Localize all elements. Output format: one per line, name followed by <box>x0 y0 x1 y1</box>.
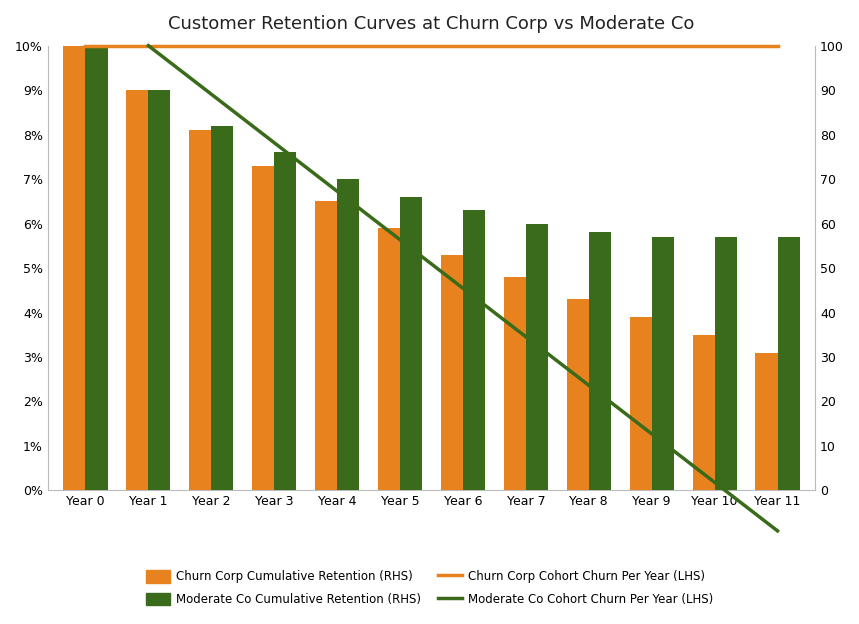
Bar <box>189 130 211 490</box>
Legend: Churn Corp Cumulative Retention (RHS), Moderate Co Cumulative Retention (RHS), C: Churn Corp Cumulative Retention (RHS), M… <box>140 565 719 612</box>
Bar <box>756 353 777 490</box>
Bar <box>777 237 800 490</box>
Bar <box>567 299 588 490</box>
Bar <box>337 179 359 490</box>
Bar <box>211 125 234 490</box>
Bar <box>692 334 715 490</box>
Bar <box>400 197 422 490</box>
Bar <box>378 228 400 490</box>
Bar <box>315 202 337 490</box>
Bar <box>126 90 149 490</box>
Bar <box>441 255 463 490</box>
Bar <box>149 90 170 490</box>
Bar <box>64 46 86 490</box>
Title: Customer Retention Curves at Churn Corp vs Moderate Co: Customer Retention Curves at Churn Corp … <box>168 15 695 33</box>
Bar <box>715 237 737 490</box>
Bar <box>86 46 107 490</box>
Bar <box>504 277 526 490</box>
Bar <box>253 166 274 490</box>
Bar <box>526 223 548 490</box>
Bar <box>274 152 296 490</box>
Bar <box>652 237 673 490</box>
Bar <box>630 317 652 490</box>
Bar <box>463 210 485 490</box>
Bar <box>588 233 611 490</box>
